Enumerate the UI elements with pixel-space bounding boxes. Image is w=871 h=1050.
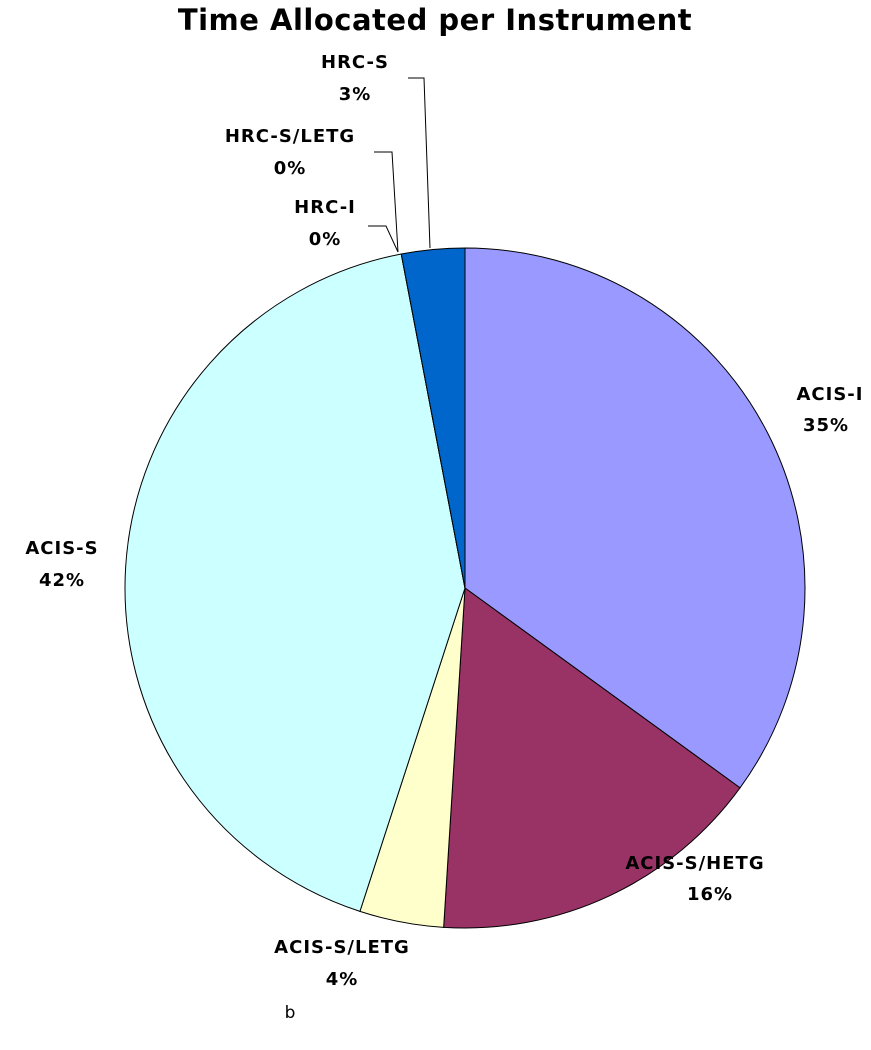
leader-line (368, 225, 399, 253)
pie-slice (464, 247, 806, 789)
slice-label: ACIS-I (797, 384, 864, 405)
pie-slice (443, 587, 741, 929)
pie-slice (124, 253, 466, 912)
slice-label: ACIS-S/HETG (625, 853, 764, 874)
slice-value-label: 16% (687, 884, 733, 905)
leader-line (408, 77, 431, 249)
slice-value-label: 4% (326, 969, 359, 990)
slice-value-label: 0% (309, 229, 342, 250)
slice-value-label: 42% (39, 570, 85, 591)
slice-label: HRC-S (321, 52, 389, 73)
slice-label: HRC-I (294, 197, 356, 218)
leader-line (374, 151, 399, 253)
slice-value-label: 3% (339, 84, 372, 105)
slice-label: ACIS-S/LETG (274, 937, 410, 958)
annotation: b (285, 1003, 296, 1023)
chart-title: Time Allocated per Instrument (178, 3, 692, 37)
pie-slice (400, 247, 466, 589)
slice-value-label: 35% (803, 415, 849, 436)
slice-label: ACIS-S (25, 538, 98, 559)
slice-label: HRC-S/LETG (225, 126, 355, 147)
slice-value-label: 0% (274, 158, 307, 179)
